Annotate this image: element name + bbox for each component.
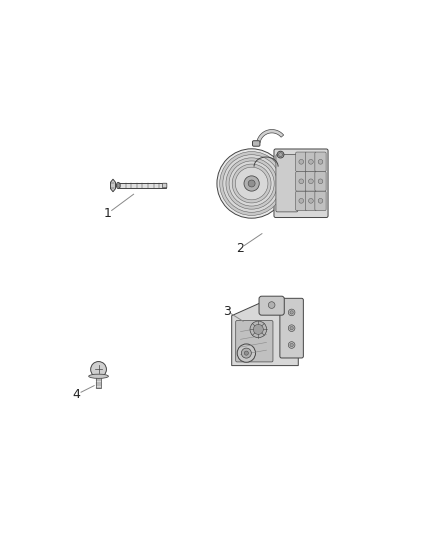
Circle shape	[237, 344, 255, 362]
FancyBboxPatch shape	[296, 152, 307, 172]
Circle shape	[248, 180, 255, 187]
Text: 2: 2	[236, 243, 244, 255]
Polygon shape	[110, 179, 116, 192]
Ellipse shape	[117, 182, 120, 189]
Circle shape	[217, 149, 286, 218]
Circle shape	[250, 321, 267, 338]
FancyBboxPatch shape	[274, 149, 328, 217]
Circle shape	[229, 161, 274, 206]
Circle shape	[299, 179, 304, 184]
Circle shape	[91, 361, 106, 377]
Polygon shape	[232, 303, 298, 366]
Circle shape	[308, 159, 313, 164]
Circle shape	[318, 179, 323, 184]
Circle shape	[318, 198, 323, 203]
Ellipse shape	[117, 184, 119, 187]
FancyBboxPatch shape	[162, 183, 167, 188]
Circle shape	[226, 158, 277, 209]
Circle shape	[308, 198, 313, 203]
Text: 4: 4	[73, 389, 81, 401]
Circle shape	[253, 325, 263, 334]
FancyBboxPatch shape	[296, 172, 307, 191]
FancyBboxPatch shape	[252, 141, 260, 146]
FancyBboxPatch shape	[259, 296, 284, 315]
FancyBboxPatch shape	[296, 191, 307, 211]
FancyBboxPatch shape	[236, 320, 273, 362]
Circle shape	[232, 164, 271, 203]
Circle shape	[290, 311, 293, 314]
FancyBboxPatch shape	[280, 298, 304, 358]
Text: 1: 1	[103, 207, 111, 221]
Circle shape	[241, 348, 251, 358]
Circle shape	[244, 351, 248, 355]
FancyBboxPatch shape	[315, 152, 326, 172]
Circle shape	[279, 152, 283, 157]
Circle shape	[288, 309, 295, 316]
Circle shape	[223, 155, 280, 212]
Circle shape	[288, 342, 295, 349]
Circle shape	[308, 179, 313, 184]
Circle shape	[290, 343, 293, 346]
Circle shape	[299, 198, 304, 203]
Circle shape	[290, 327, 293, 330]
Text: 3: 3	[223, 305, 231, 318]
Circle shape	[318, 159, 323, 164]
Ellipse shape	[88, 374, 109, 378]
Circle shape	[235, 167, 268, 200]
FancyBboxPatch shape	[258, 169, 276, 198]
Circle shape	[268, 302, 275, 309]
Polygon shape	[257, 130, 284, 143]
Circle shape	[244, 176, 259, 191]
FancyBboxPatch shape	[305, 191, 317, 211]
FancyBboxPatch shape	[305, 152, 317, 172]
FancyBboxPatch shape	[118, 183, 166, 188]
Circle shape	[277, 151, 284, 158]
Circle shape	[220, 151, 283, 215]
FancyBboxPatch shape	[315, 172, 326, 191]
FancyBboxPatch shape	[315, 191, 326, 211]
FancyBboxPatch shape	[276, 155, 298, 212]
FancyBboxPatch shape	[305, 172, 317, 191]
FancyBboxPatch shape	[96, 377, 101, 388]
Circle shape	[288, 325, 295, 332]
Circle shape	[299, 159, 304, 164]
